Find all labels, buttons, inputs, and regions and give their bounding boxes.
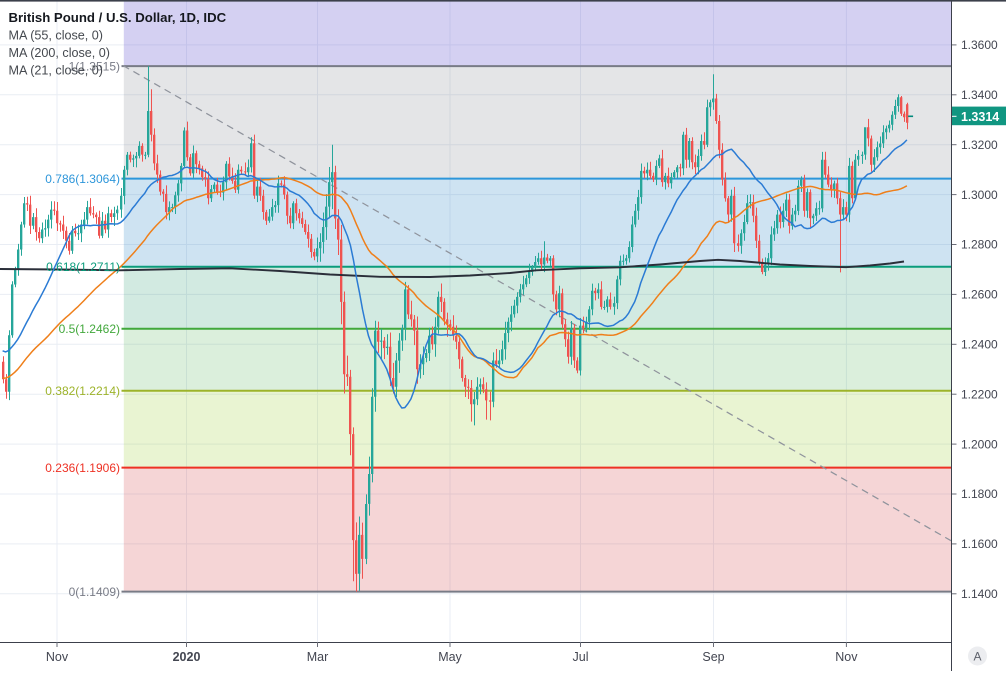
svg-text:1.3200: 1.3200 <box>961 138 998 152</box>
svg-text:1.3000: 1.3000 <box>961 188 998 202</box>
svg-text:1.2200: 1.2200 <box>961 387 998 401</box>
svg-text:0.382(1.2214): 0.382(1.2214) <box>45 384 120 398</box>
svg-text:0.786(1.3064): 0.786(1.3064) <box>45 172 120 186</box>
svg-text:1.3400: 1.3400 <box>961 88 998 102</box>
svg-text:Jul: Jul <box>573 650 589 664</box>
svg-text:1.2000: 1.2000 <box>961 437 998 451</box>
svg-text:MA (55, close, 0): MA (55, close, 0) <box>9 29 104 43</box>
svg-text:MA (21, close, 0): MA (21, close, 0) <box>9 64 104 78</box>
svg-text:0.618(1.2711): 0.618(1.2711) <box>46 260 120 274</box>
svg-text:1.2600: 1.2600 <box>961 288 998 302</box>
svg-text:2020: 2020 <box>173 650 201 664</box>
svg-text:Nov: Nov <box>835 650 858 664</box>
svg-text:0.5(1.2462): 0.5(1.2462) <box>59 322 120 336</box>
svg-text:1(1.3515): 1(1.3515) <box>69 59 120 73</box>
svg-text:Nov: Nov <box>46 650 69 664</box>
svg-text:1.3314: 1.3314 <box>961 110 999 124</box>
svg-text:0.236(1.1906): 0.236(1.1906) <box>45 461 120 475</box>
svg-text:1.1800: 1.1800 <box>961 487 998 501</box>
svg-text:1.2800: 1.2800 <box>961 238 998 252</box>
svg-text:MA (200, close, 0): MA (200, close, 0) <box>9 46 111 60</box>
svg-text:1.3600: 1.3600 <box>961 38 998 52</box>
svg-text:Mar: Mar <box>307 650 329 664</box>
svg-text:A: A <box>973 649 981 663</box>
svg-text:British Pound / U.S. Dollar, 1: British Pound / U.S. Dollar, 1D, IDC <box>9 10 227 25</box>
svg-text:May: May <box>438 650 462 664</box>
svg-text:1.2400: 1.2400 <box>961 338 998 352</box>
svg-text:1.1600: 1.1600 <box>961 537 998 551</box>
svg-text:0(1.1409): 0(1.1409) <box>69 585 120 599</box>
svg-text:Sep: Sep <box>702 650 724 664</box>
svg-text:1.1400: 1.1400 <box>961 587 998 601</box>
